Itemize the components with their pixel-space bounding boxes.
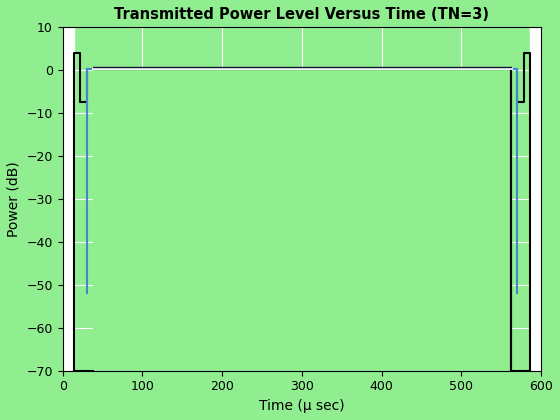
Polygon shape <box>530 27 541 371</box>
Polygon shape <box>93 69 511 371</box>
Y-axis label: Power (dB): Power (dB) <box>7 161 21 237</box>
Polygon shape <box>63 27 74 371</box>
X-axis label: Time (μ sec): Time (μ sec) <box>259 399 345 413</box>
Title: Transmitted Power Level Versus Time (TN=3): Transmitted Power Level Versus Time (TN=… <box>114 7 489 22</box>
